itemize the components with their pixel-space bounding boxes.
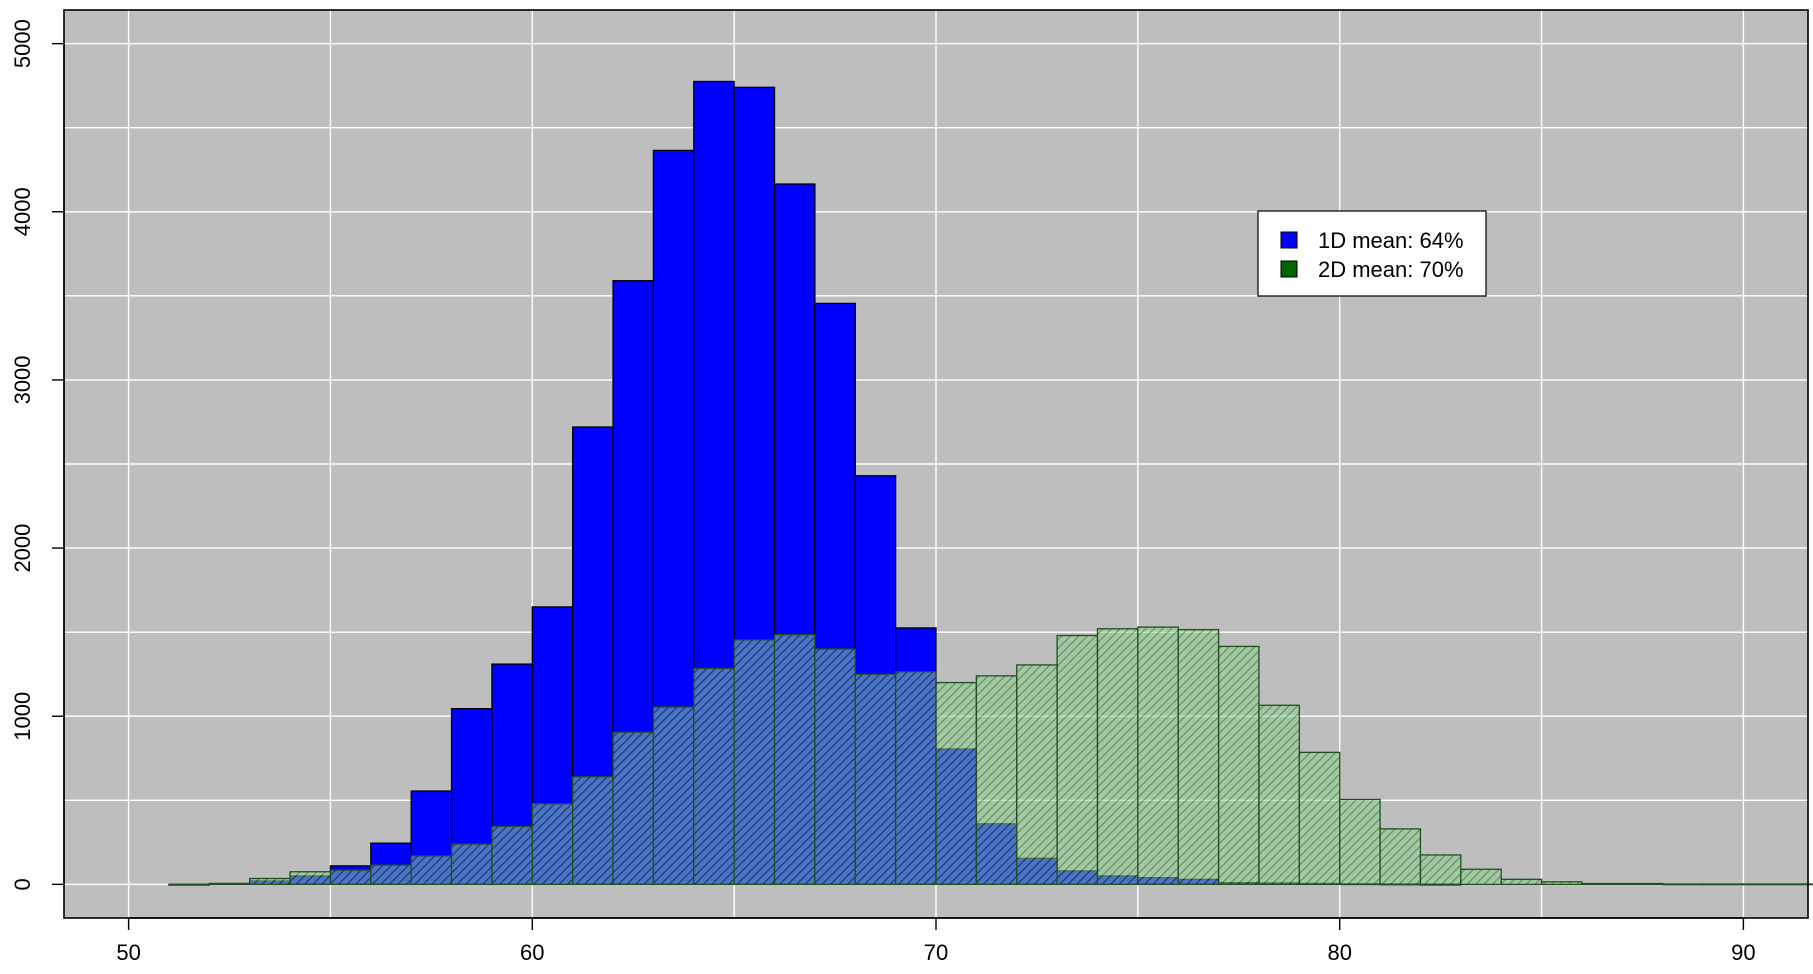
bar-2d-13 [693,667,735,886]
y-tick-label: 0 [10,878,35,890]
legend-box [1257,210,1487,297]
x-axis: 50 60 70 80 90 [116,917,1756,965]
bar-2d-26 [1217,645,1260,886]
bar-2d-4 [329,869,372,886]
y-tick-label: 4000 [10,187,35,236]
bar-2d-2 [249,877,291,886]
bar-2d-29 [1339,798,1381,886]
legend: 1D mean: 64% 2D mean: 70% [1257,210,1487,297]
legend-label-1d: 1D mean: 64% [1318,228,1464,253]
bar-2d-8 [491,825,533,886]
bar-2d-30 [1379,828,1422,886]
y-tick-label: 2000 [10,524,35,573]
bar-2d-28 [1298,751,1341,886]
bar-2d-36 [1621,882,1664,886]
bar-2d-31 [1419,854,1462,886]
bar-2d-19 [935,681,978,886]
x-tick-label: 80 [1327,940,1351,965]
bar-2d-16 [814,648,856,886]
bar-2d-37 [1662,883,1704,886]
legend-swatch-2d [1280,260,1298,278]
bar-2d-6 [410,855,453,886]
bar-2d-27 [1258,704,1300,886]
bar-2d-12 [652,706,695,886]
bar-2d-25 [1177,628,1220,886]
bar-2d-15 [773,634,816,886]
bar-2d-35 [1581,882,1623,886]
x-tick-label: 90 [1731,940,1755,965]
bar-2d-5 [370,864,412,886]
bar-2d-1 [208,882,251,886]
legend-swatch-1d [1280,231,1298,249]
bar-2d-24 [1137,626,1179,886]
y-tick-label: 1000 [10,692,35,741]
bar-2d-3 [289,871,332,886]
series-2d-bars [168,626,1813,886]
bar-2d-10 [572,776,614,886]
bar-2d-40 [1783,883,1813,886]
bar-2d-20 [975,675,1018,886]
bar-2d-14 [733,639,776,886]
bar-2d-34 [1540,881,1583,886]
bar-2d-17 [854,673,897,886]
y-tick-label: 3000 [10,355,35,404]
bar-2d-22 [1056,634,1099,886]
bar-2d-39 [1742,883,1785,886]
bar-2d-21 [1016,664,1058,886]
y-tick-label: 5000 [10,19,35,68]
bar-2d-32 [1460,868,1502,886]
bar-2d-18 [894,671,937,886]
y-axis: 0 1000 2000 3000 4000 5000 [10,19,65,890]
bar-2d-11 [612,731,655,886]
bar-2d-9 [531,803,574,886]
x-tick-label: 60 [520,940,544,965]
bar-2d-38 [1702,883,1745,886]
bar-2d-7 [450,843,493,886]
x-tick-label: 70 [924,940,948,965]
bar-2d-23 [1096,628,1139,886]
bar-2d-33 [1500,878,1543,886]
x-tick-label: 50 [116,940,140,965]
bar-2d-0 [168,883,210,886]
legend-label-2d: 2D mean: 70% [1318,257,1464,282]
